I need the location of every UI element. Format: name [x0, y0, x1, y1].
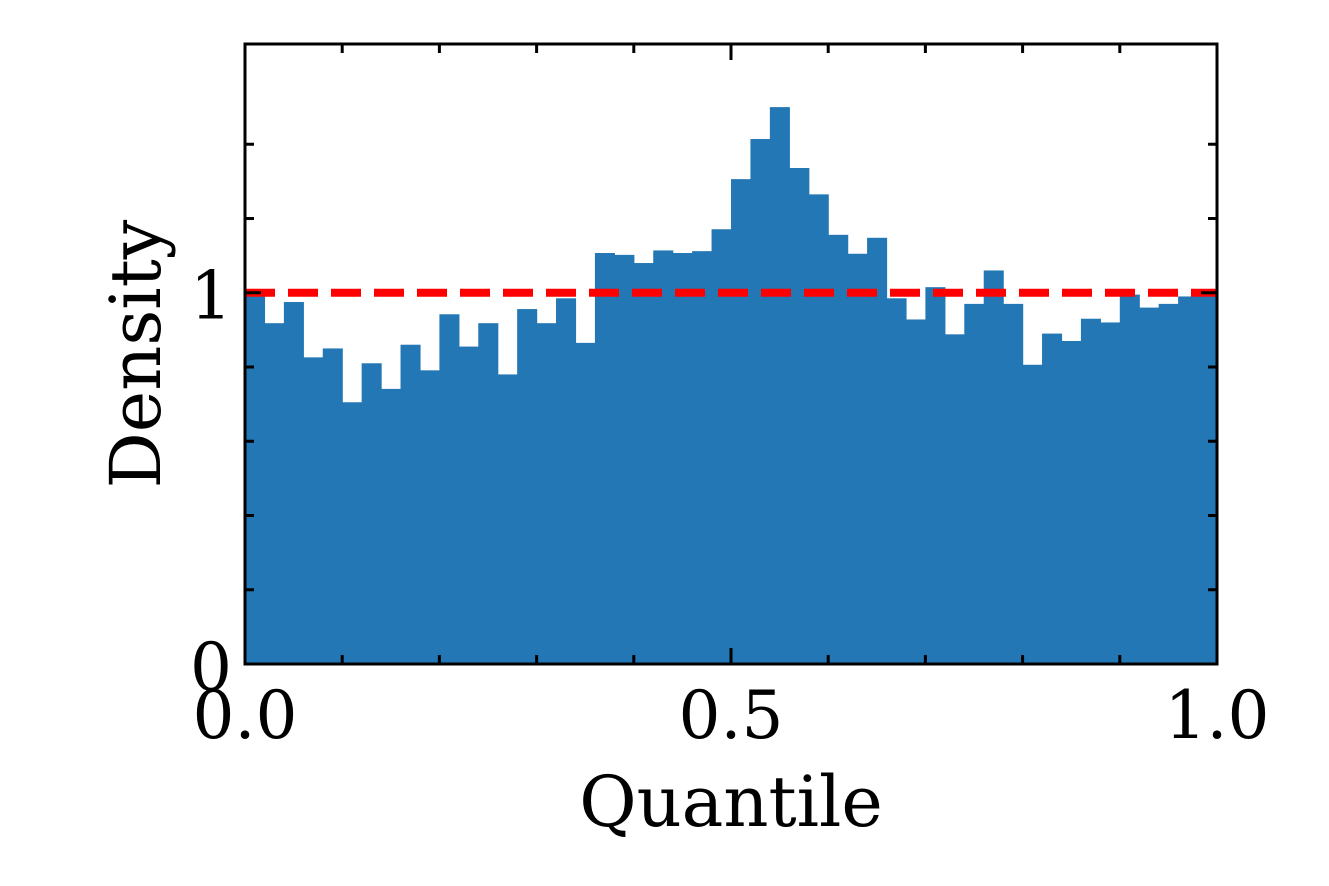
y-tick-label: 1	[190, 258, 232, 335]
histogram-bar	[672, 253, 693, 665]
x-tick-label: 0.5	[679, 677, 784, 754]
histogram-bar	[497, 374, 518, 664]
histogram-bar	[1197, 289, 1218, 664]
histogram-bar	[905, 319, 926, 664]
histogram-bar	[381, 388, 402, 664]
histogram-bar	[1100, 322, 1121, 664]
histogram-bar	[594, 253, 615, 665]
histogram-bar	[400, 344, 421, 664]
histogram-bar	[925, 287, 946, 664]
tick-labels: 0.0 0.5 1.0 0 1	[190, 258, 1269, 754]
histogram-bar	[342, 402, 363, 664]
histogram-bars	[245, 107, 1218, 665]
histogram-bar	[633, 263, 654, 664]
histogram-bar	[964, 303, 985, 664]
histogram-bar	[245, 292, 266, 664]
histogram-bar	[303, 357, 324, 664]
histogram-bar	[419, 370, 440, 664]
axis-ticks	[243, 44, 1219, 666]
histogram-bar	[789, 168, 810, 664]
histogram-bar	[944, 334, 965, 664]
histogram-bar	[711, 229, 732, 664]
x-axis-label: Quantile	[579, 761, 883, 843]
y-axis-label: Density	[95, 219, 177, 488]
histogram-bar	[439, 314, 460, 664]
histogram-bar	[769, 107, 790, 664]
y-tick-label: 0	[190, 629, 232, 706]
histogram-bar	[828, 234, 849, 664]
histogram-bar	[808, 194, 829, 664]
histogram-bar	[458, 346, 479, 664]
histogram-bar	[886, 298, 907, 664]
histogram-bar	[1158, 303, 1179, 664]
histogram-bar	[1119, 294, 1140, 664]
histogram-bar	[283, 302, 304, 664]
histogram-bar	[556, 298, 577, 664]
histogram-bar	[1080, 318, 1101, 664]
histogram-bar	[1139, 307, 1160, 664]
x-tick-label: 1.0	[1165, 677, 1270, 754]
histogram-bar	[653, 250, 674, 664]
histogram-bar	[264, 323, 285, 664]
histogram-bar	[1178, 296, 1199, 664]
histogram-bar	[614, 254, 635, 664]
histogram-bar	[517, 309, 538, 664]
histogram-bar	[983, 270, 1004, 664]
histogram-bar	[361, 363, 382, 664]
histogram-bar	[1003, 303, 1024, 664]
histogram-bar	[867, 237, 888, 665]
histogram-bar	[478, 323, 499, 664]
histogram-bar	[731, 179, 752, 664]
histogram-bar	[1061, 341, 1082, 664]
histogram-bar	[1022, 364, 1043, 664]
histogram-bar	[1042, 333, 1063, 664]
histogram-bar	[575, 342, 596, 664]
x-tick-label: 0.0	[193, 677, 298, 754]
histogram-bar	[536, 323, 557, 664]
histogram-bar	[847, 253, 868, 664]
histogram-bar	[750, 139, 771, 664]
histogram-bar	[322, 348, 343, 664]
histogram-bar	[692, 251, 713, 664]
